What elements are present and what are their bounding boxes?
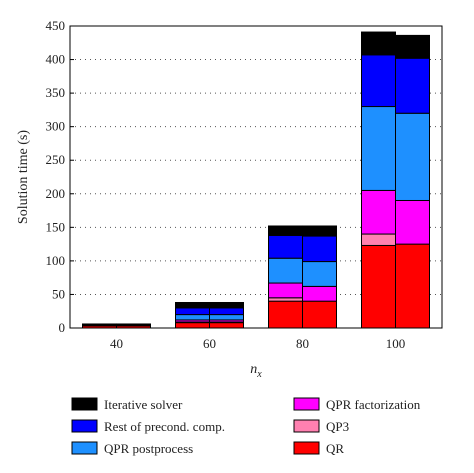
bar-segment <box>361 31 396 56</box>
bar-segment <box>361 106 396 191</box>
bar-segment <box>302 285 337 302</box>
y-tick-label: 400 <box>46 52 66 67</box>
x-tick-label: 60 <box>203 336 216 351</box>
bar-segment <box>361 233 396 246</box>
legend-label: QPR factorization <box>326 397 421 412</box>
bar-segment <box>361 54 396 108</box>
y-tick-label: 200 <box>46 186 66 201</box>
legend-swatch <box>71 397 98 411</box>
legend-swatch <box>71 419 98 433</box>
bar-segment <box>302 235 337 263</box>
bar-segment <box>302 261 337 287</box>
y-tick-label: 250 <box>46 152 66 167</box>
bar-segment <box>175 322 210 329</box>
x-axis-label: nx <box>250 362 262 380</box>
bar-segment <box>395 243 430 329</box>
bar-segment <box>209 307 244 316</box>
legend-swatch <box>71 441 98 455</box>
bar-segment <box>395 57 430 114</box>
y-tick-label: 350 <box>46 85 66 100</box>
bar-segment <box>302 225 337 237</box>
y-axis-label: Solution time (s) <box>16 130 31 224</box>
bar-segment <box>395 199 430 245</box>
y-tick-label: 450 <box>46 18 66 33</box>
legend-label: QR <box>326 441 344 456</box>
bar-segment <box>268 234 303 259</box>
bar-segment <box>268 225 303 236</box>
legend-label: QP3 <box>326 419 349 434</box>
bar-segment <box>361 189 396 235</box>
legend-label: Rest of precond. comp. <box>104 419 225 434</box>
x-tick-labels: 40 60 80 100 <box>110 324 405 351</box>
bar-segment <box>268 297 303 302</box>
bar-segment <box>395 112 430 201</box>
bar-segment <box>209 322 244 329</box>
bar-segment <box>395 34 430 59</box>
x-tick-label: 80 <box>296 336 309 351</box>
x-tick-label: 100 <box>386 336 406 351</box>
legend-swatch <box>293 419 320 433</box>
y-tick-label: 100 <box>46 253 66 268</box>
y-tick-label: 0 <box>59 320 66 335</box>
bars-group <box>82 31 430 329</box>
bar-segment <box>268 257 303 284</box>
legend-label: QPR postprocess <box>104 441 193 456</box>
bar-segment <box>268 300 303 329</box>
legend-swatch <box>293 441 320 455</box>
x-axis-label-subscript: x <box>256 369 262 380</box>
y-tick-label: 150 <box>46 219 66 234</box>
bar-segment <box>175 314 210 321</box>
bar-segment <box>302 300 337 329</box>
y-tick-label: 300 <box>46 119 66 134</box>
bar-segment <box>268 282 303 299</box>
bar-segment <box>82 323 117 327</box>
legend-label: Iterative solver <box>104 397 183 412</box>
legend: Iterative solver Rest of precond. comp. QP… <box>71 397 421 456</box>
bar-segment <box>209 301 244 309</box>
bar-segment <box>209 314 244 321</box>
legend-swatch <box>293 397 320 411</box>
x-tick-label: 40 <box>110 336 123 351</box>
bar-segment <box>361 244 396 329</box>
bar-segment <box>175 307 210 316</box>
y-tick-label: 50 <box>52 286 65 301</box>
bar-segment <box>175 301 210 309</box>
x-axis-label-main: n <box>250 362 257 377</box>
bar-segment <box>116 323 151 327</box>
y-tick-labels: 0 50 100 150 200 250 300 350 400 450 <box>46 18 74 335</box>
